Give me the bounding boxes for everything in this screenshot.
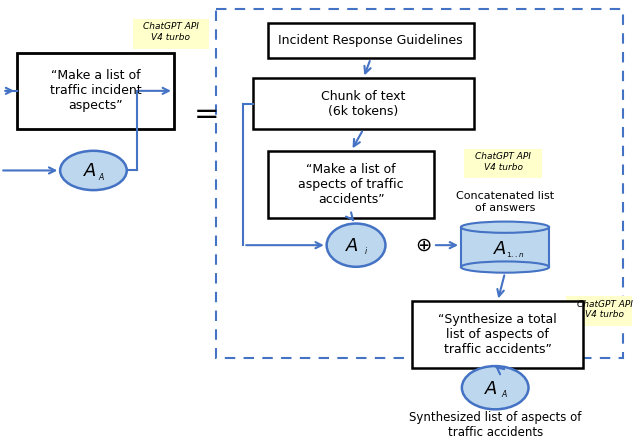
Bar [464,149,542,179]
Text: V4 turbo: V4 turbo [152,33,190,42]
Text: Synthesized list of aspects of
traffic accidents: Synthesized list of aspects of traffic a… [409,411,581,439]
Text: $\oplus$: $\oplus$ [415,236,431,255]
Text: “Make a list of
traffic incident
aspects”: “Make a list of traffic incident aspects… [49,70,141,113]
Ellipse shape [461,261,549,273]
Ellipse shape [462,366,529,409]
Text: Concatenated list
of answers: Concatenated list of answers [456,191,554,213]
Text: V4 turbo: V4 turbo [484,163,522,172]
Bar [268,23,474,58]
Text: ChatGPT API: ChatGPT API [143,23,199,31]
Text: $A$: $A$ [83,163,97,180]
Text: Incident Response Guidelines: Incident Response Guidelines [278,34,463,47]
Text: V4 turbo: V4 turbo [586,311,625,319]
Text: $_A$: $_A$ [501,389,509,401]
Text: ChatGPT API: ChatGPT API [475,152,531,161]
Text: $A$: $A$ [484,380,499,398]
Ellipse shape [60,151,127,190]
Bar [566,296,640,326]
Text: Chunk of text
(6k tokens): Chunk of text (6k tokens) [321,89,406,118]
Text: $A$: $A$ [345,237,359,255]
Text: “Make a list of
aspects of traffic
accidents”: “Make a list of aspects of traffic accid… [298,163,404,206]
Text: $_{1..n}$: $_{1..n}$ [506,250,524,260]
Bar [17,53,174,129]
Bar [132,19,209,49]
Bar [253,78,474,129]
Bar [461,227,549,267]
Bar [412,301,584,368]
Text: $_A$: $_A$ [98,171,105,183]
Text: =: = [193,100,219,129]
Bar [268,151,435,218]
Ellipse shape [326,224,385,267]
Text: “Synthesize a total
list of aspects of
traffic accidents”: “Synthesize a total list of aspects of t… [438,313,557,356]
Text: $A$: $A$ [493,240,507,258]
Text: $_i$: $_i$ [364,246,368,258]
Bar [216,9,623,358]
Text: ChatGPT API: ChatGPT API [577,299,633,309]
Ellipse shape [461,222,549,233]
